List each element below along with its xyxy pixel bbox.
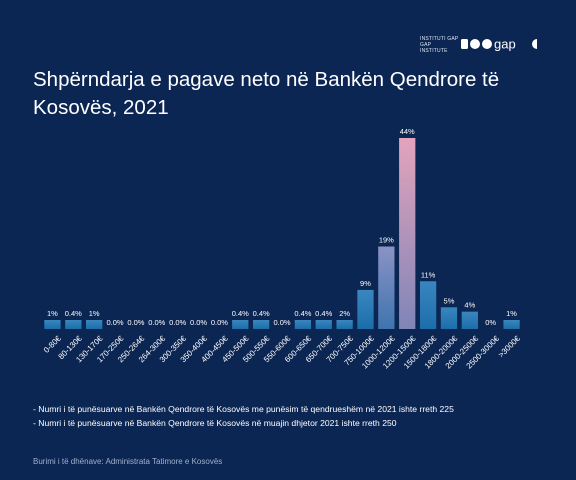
value-label-16: 19% [379, 236, 394, 245]
value-label-0: 1% [47, 309, 58, 318]
value-label-18: 11% [421, 270, 436, 279]
bars-group [44, 138, 520, 329]
value-label-9: 0.4% [232, 309, 249, 318]
value-label-8: 0.0% [211, 318, 228, 327]
category-labels-group: 0-80€80-130€130-170€170-250€250-264€264-… [42, 334, 522, 371]
bar-1 [65, 320, 82, 329]
note-line-2: - Numri i të punësuarve në Bankën Qendro… [33, 417, 397, 428]
value-label-13: 0.4% [315, 309, 332, 318]
gap-wordmark-icon: gap [461, 37, 537, 51]
value-label-11: 0.0% [273, 318, 290, 327]
value-label-3: 0.0% [106, 318, 123, 327]
bar-22 [503, 320, 520, 329]
value-label-22: 1% [506, 309, 517, 318]
page-title: Shpërndarja e pagave neto në Bankën Qend… [33, 68, 500, 119]
bar-18 [419, 281, 437, 329]
bar-20 [461, 311, 478, 329]
value-label-21: 0% [485, 318, 496, 327]
bar-12 [294, 320, 312, 329]
bar-0 [44, 320, 61, 329]
value-label-5: 0.0% [148, 318, 165, 327]
bar-19 [440, 307, 458, 329]
bar-15 [357, 289, 374, 329]
value-label-14: 2% [339, 309, 350, 318]
value-label-2: 1% [89, 309, 100, 318]
gap-logo: INSTITUTI GAP GAP INSTITUTE gap [420, 34, 550, 54]
notes: - Numri i të punësuarve në Bankën Qendro… [33, 403, 454, 430]
bar-14 [336, 320, 353, 329]
value-label-1: 0.4% [65, 309, 82, 318]
value-label-12: 0.4% [294, 309, 311, 318]
value-label-10: 0.4% [253, 309, 270, 318]
logo-caption-line-2: GAP INSTITUTE [420, 42, 448, 54]
logo-wordmark-text: gap [494, 37, 516, 51]
value-labels-group: 1% 0.4% 1%0.0% 0.0% 0.0% 0.0% 0.0% 0.0%0.4% 0.4%… [47, 127, 517, 327]
value-label-20: 4% [464, 301, 475, 310]
source-note: Burimi i të dhënave: Administrata Tatimo… [33, 457, 223, 466]
bar-16 [378, 246, 395, 329]
bar-17 [399, 138, 416, 329]
bar-9 [232, 320, 249, 329]
note-line-1: - Numri i të punësuarve në Bankën Qendro… [33, 404, 454, 414]
value-label-6: 0.0% [169, 318, 186, 327]
bar-10 [252, 320, 270, 329]
category-label-22: >3000€ [497, 334, 523, 360]
value-label-7: 0.0% [190, 318, 207, 327]
value-label-19: 5% [444, 296, 455, 305]
logo-caption-line-1: INSTITUTI GAP [420, 36, 459, 42]
logo-caption: INSTITUTI GAP GAP INSTITUTE [420, 36, 460, 54]
value-label-4: 0.0% [127, 318, 144, 327]
bar-13 [315, 320, 332, 329]
value-label-15: 9% [360, 279, 371, 288]
value-label-17: 44% [400, 127, 415, 136]
bar-2 [86, 320, 103, 329]
